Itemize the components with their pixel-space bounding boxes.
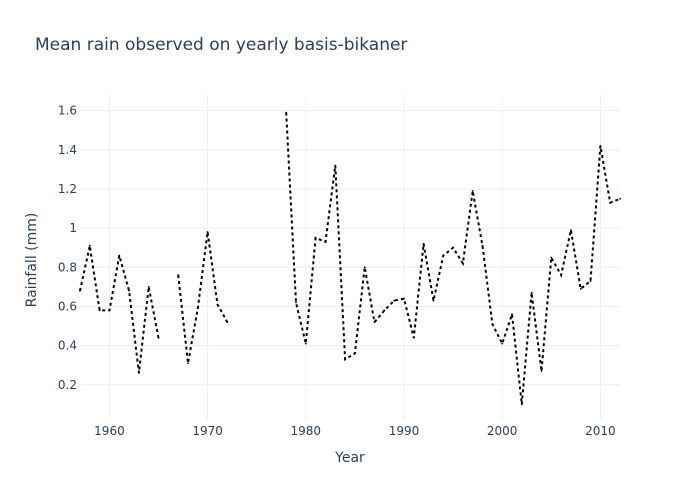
y-tick-label: 1.6 [58, 104, 77, 118]
data-point [481, 244, 484, 247]
data-point [226, 321, 229, 324]
data-point [452, 246, 454, 249]
series-line-segment [177, 231, 229, 364]
data-point [138, 372, 140, 374]
series-line-segment [79, 245, 160, 374]
data-point [471, 190, 474, 192]
data-point [206, 231, 209, 233]
data-point [304, 342, 307, 345]
data-point [157, 336, 160, 339]
data-point [599, 145, 602, 147]
data-point [393, 299, 396, 302]
x-tick-label: 1990 [389, 424, 420, 438]
series-layer [79, 111, 621, 406]
data-point [79, 289, 81, 292]
data-point [530, 291, 533, 294]
data-point [196, 307, 199, 310]
x-axis-title: Year [334, 450, 365, 466]
data-point [177, 274, 180, 277]
x-tick-label: 2000 [487, 424, 518, 438]
data-point [187, 362, 189, 365]
y-tick-label: 0.6 [58, 299, 77, 313]
data-point [285, 111, 288, 114]
data-point [570, 229, 572, 231]
x-tick-label: 1980 [291, 424, 322, 438]
data-point [442, 254, 445, 257]
y-tick-label: 0.4 [58, 339, 77, 353]
x-tick-label: 1960 [94, 424, 125, 438]
data-point [344, 358, 346, 361]
data-point [324, 240, 327, 243]
data-point [147, 285, 150, 288]
y-axis-ticks: 0.2 0.4 0.6 0.8 1 1.2 1.4 1.6 [58, 104, 77, 392]
data-point [462, 262, 464, 265]
data-point [216, 303, 219, 306]
data-point [373, 321, 376, 324]
data-point [560, 274, 562, 277]
data-point [579, 287, 582, 290]
x-axis-ticks: 1960 1970 1980 1990 2000 2010 [94, 424, 615, 438]
data-point [403, 297, 405, 300]
y-tick-label: 0.8 [58, 260, 77, 274]
data-point [128, 289, 130, 292]
data-point [540, 370, 543, 372]
data-point [491, 323, 494, 325]
x-tick-label: 2010 [585, 424, 616, 438]
data-point [334, 164, 337, 167]
data-point [88, 244, 91, 247]
y-tick-label: 0.2 [58, 378, 77, 392]
series-line-segment [285, 112, 621, 405]
data-point [412, 336, 415, 339]
data-point [422, 242, 425, 245]
chart-title: Mean rain observed on yearly basis-bikan… [35, 35, 407, 55]
data-point [314, 237, 317, 239]
data-point [619, 197, 621, 200]
grid [80, 95, 620, 420]
data-point [98, 309, 101, 312]
y-axis-title: Rainfall (mm) [24, 213, 40, 308]
data-point [363, 266, 366, 269]
data-point [295, 301, 297, 304]
x-tick-label: 1970 [192, 424, 223, 438]
data-point [501, 342, 504, 345]
y-tick-label: 1.2 [58, 182, 77, 196]
y-tick-label: 1 [69, 221, 77, 235]
data-point [354, 352, 356, 355]
y-tick-label: 1.4 [58, 143, 77, 157]
data-point [589, 280, 592, 282]
data-point [118, 254, 121, 257]
data-point [520, 403, 523, 406]
data-point [432, 299, 435, 302]
data-point [550, 256, 553, 259]
data-point [383, 309, 386, 312]
data-point [511, 313, 513, 316]
data-point [609, 201, 612, 204]
data-point [108, 309, 111, 312]
